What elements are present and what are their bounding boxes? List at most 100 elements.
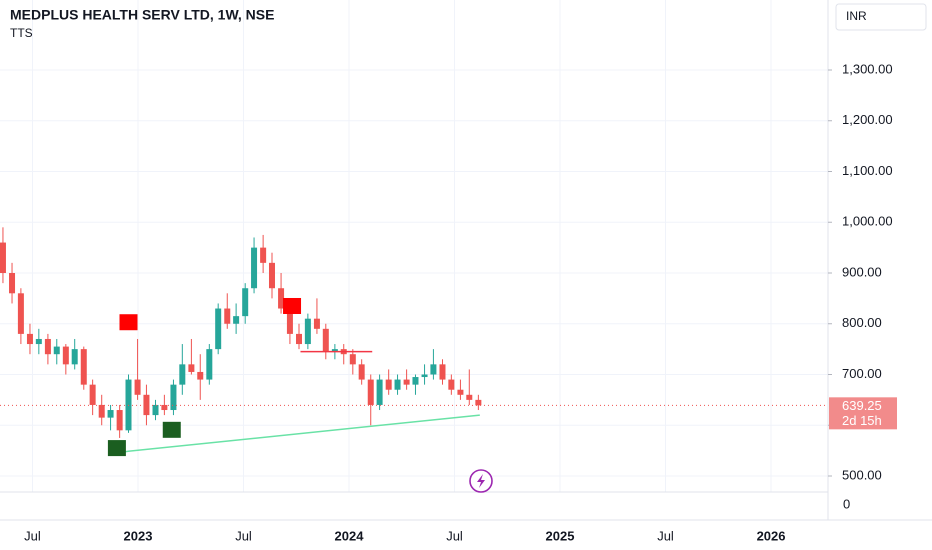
candle-body xyxy=(278,288,285,309)
candle-body xyxy=(331,349,338,352)
candle xyxy=(98,394,105,426)
icon-bolt xyxy=(477,474,485,488)
candle xyxy=(385,369,392,395)
candle-body xyxy=(152,404,159,416)
candle xyxy=(233,303,240,334)
y-tick-label: 1,300.00 xyxy=(842,61,893,76)
y-tick-label: 700.00 xyxy=(842,366,882,381)
candle xyxy=(125,374,132,433)
candle xyxy=(349,349,356,375)
y-tick-label: 1,100.00 xyxy=(842,163,893,178)
candle-body xyxy=(35,338,42,345)
candle-body xyxy=(376,379,383,405)
candle xyxy=(421,364,428,385)
y-tick-label: 500.00 xyxy=(842,467,882,482)
candle-body xyxy=(206,349,213,380)
candle-body xyxy=(242,288,249,317)
candle-body xyxy=(286,308,293,334)
candle xyxy=(322,323,329,360)
candle-body xyxy=(80,349,87,385)
candle xyxy=(35,328,42,355)
candle-body xyxy=(197,371,204,380)
x-tick-label: Jul xyxy=(446,528,463,543)
candle xyxy=(152,399,159,421)
candle xyxy=(224,293,231,329)
candle-body xyxy=(430,364,437,375)
candle xyxy=(170,379,177,416)
candle-body xyxy=(394,379,401,390)
countdown-label: 2d 15h xyxy=(842,413,882,428)
candle-body xyxy=(448,379,455,390)
volume-axis-label: 0 xyxy=(843,496,850,511)
candle xyxy=(206,344,213,385)
candle-body xyxy=(107,410,114,418)
candle-body xyxy=(412,377,419,385)
candle-body xyxy=(170,384,177,411)
candle xyxy=(358,359,365,385)
candle-body xyxy=(313,318,320,329)
y-tick-label: 1,000.00 xyxy=(842,214,893,229)
candle xyxy=(62,344,69,375)
last-price-box xyxy=(829,397,897,430)
candle xyxy=(268,252,275,299)
candle-body xyxy=(466,394,473,400)
candle-body xyxy=(296,333,302,345)
candle xyxy=(107,404,114,431)
candle-body xyxy=(251,247,258,289)
candle xyxy=(17,288,24,345)
candle-body xyxy=(9,273,16,294)
candle-body xyxy=(161,404,168,411)
candle-body xyxy=(116,410,123,431)
x-tick-label: 2025 xyxy=(546,528,575,543)
candle-body xyxy=(322,328,329,352)
candle xyxy=(457,379,464,400)
trendline xyxy=(119,414,480,453)
candle-body xyxy=(188,364,195,372)
candle xyxy=(251,237,258,294)
sell-marker xyxy=(283,297,302,314)
x-tick-label: Jul xyxy=(24,528,41,543)
currency-button[interactable] xyxy=(835,3,927,31)
candle xyxy=(215,303,222,355)
candle-body xyxy=(98,404,105,418)
candle-body xyxy=(475,399,482,406)
lightning-icon[interactable] xyxy=(469,469,493,493)
x-tick-label: Jul xyxy=(657,528,674,543)
x-tick-label: 2024 xyxy=(335,528,365,543)
candle xyxy=(188,338,195,375)
candle xyxy=(80,346,87,390)
last-price-label: 639.25 xyxy=(842,398,882,413)
grid xyxy=(0,0,828,492)
buy-marker xyxy=(107,440,126,457)
candle-body xyxy=(268,262,275,289)
candle-body xyxy=(457,389,464,395)
candle-body xyxy=(403,379,410,385)
candle xyxy=(260,234,267,273)
candle xyxy=(304,313,311,350)
candle-body xyxy=(224,308,231,324)
candle-body xyxy=(215,308,222,350)
candle-body xyxy=(439,364,446,380)
candle-body xyxy=(134,379,141,395)
candle xyxy=(44,333,51,365)
candle xyxy=(197,354,204,400)
candle xyxy=(278,273,285,314)
candle xyxy=(439,359,446,385)
x-tick-label: 2026 xyxy=(757,528,786,543)
candle xyxy=(403,369,410,390)
candle-body xyxy=(17,293,24,334)
currency-label: INR xyxy=(846,9,867,23)
candle-body xyxy=(260,247,267,263)
candle xyxy=(313,298,320,334)
candle xyxy=(475,394,482,411)
indicator-name: TTS xyxy=(10,26,33,40)
sell-marker xyxy=(119,314,138,331)
candle xyxy=(296,323,302,350)
candle xyxy=(466,369,473,405)
candle-body xyxy=(367,379,374,405)
candle xyxy=(0,227,6,284)
y-tick-label: 1,200.00 xyxy=(842,112,893,127)
candle xyxy=(394,374,401,395)
